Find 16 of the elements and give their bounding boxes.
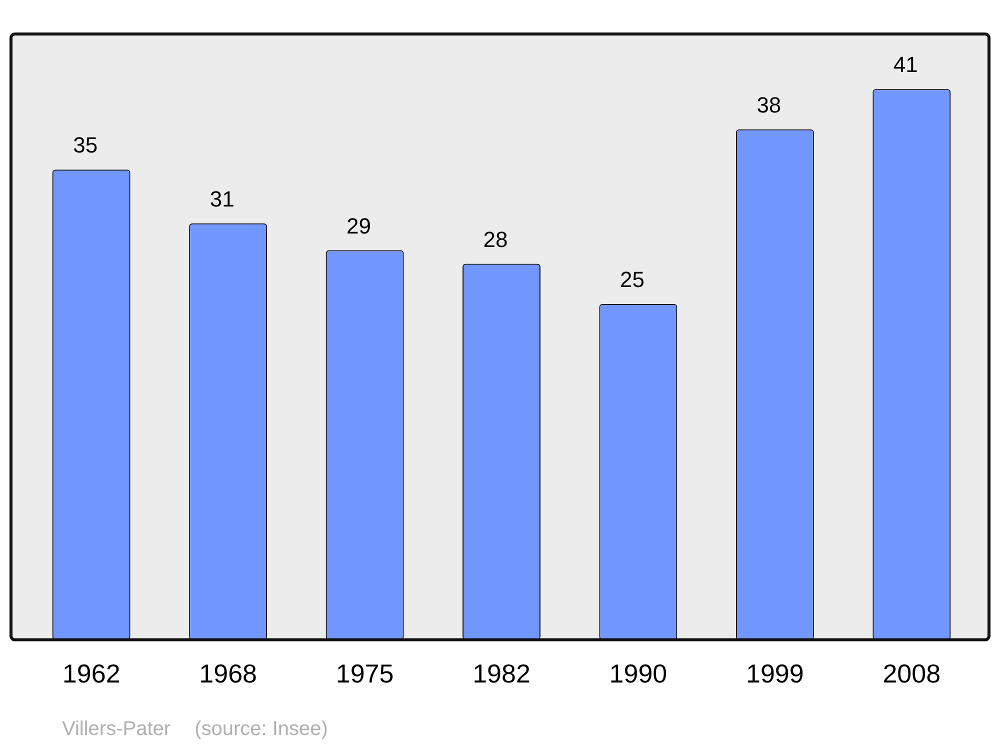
data-label: 31 xyxy=(210,186,234,212)
x-tick-label: 2008 xyxy=(882,658,941,689)
x-tick-label: 1968 xyxy=(199,658,257,689)
data-label: 29 xyxy=(346,213,372,238)
text: (source: Insee) xyxy=(194,718,328,740)
data-label: 38 xyxy=(756,92,782,118)
data-label: 41 xyxy=(893,52,918,78)
x-tick-label: 1990 xyxy=(609,658,668,689)
x-tick-label: 1975 xyxy=(336,658,394,689)
data-label: 35 xyxy=(73,132,98,158)
data-label: 28 xyxy=(483,226,508,252)
data-label: 25 xyxy=(620,267,644,292)
x-tick-label: 1999 xyxy=(746,658,804,689)
text: Villers-Pater xyxy=(62,718,171,740)
x-tick-label: 1982 xyxy=(472,658,530,689)
x-tick-label: 1962 xyxy=(62,658,120,689)
